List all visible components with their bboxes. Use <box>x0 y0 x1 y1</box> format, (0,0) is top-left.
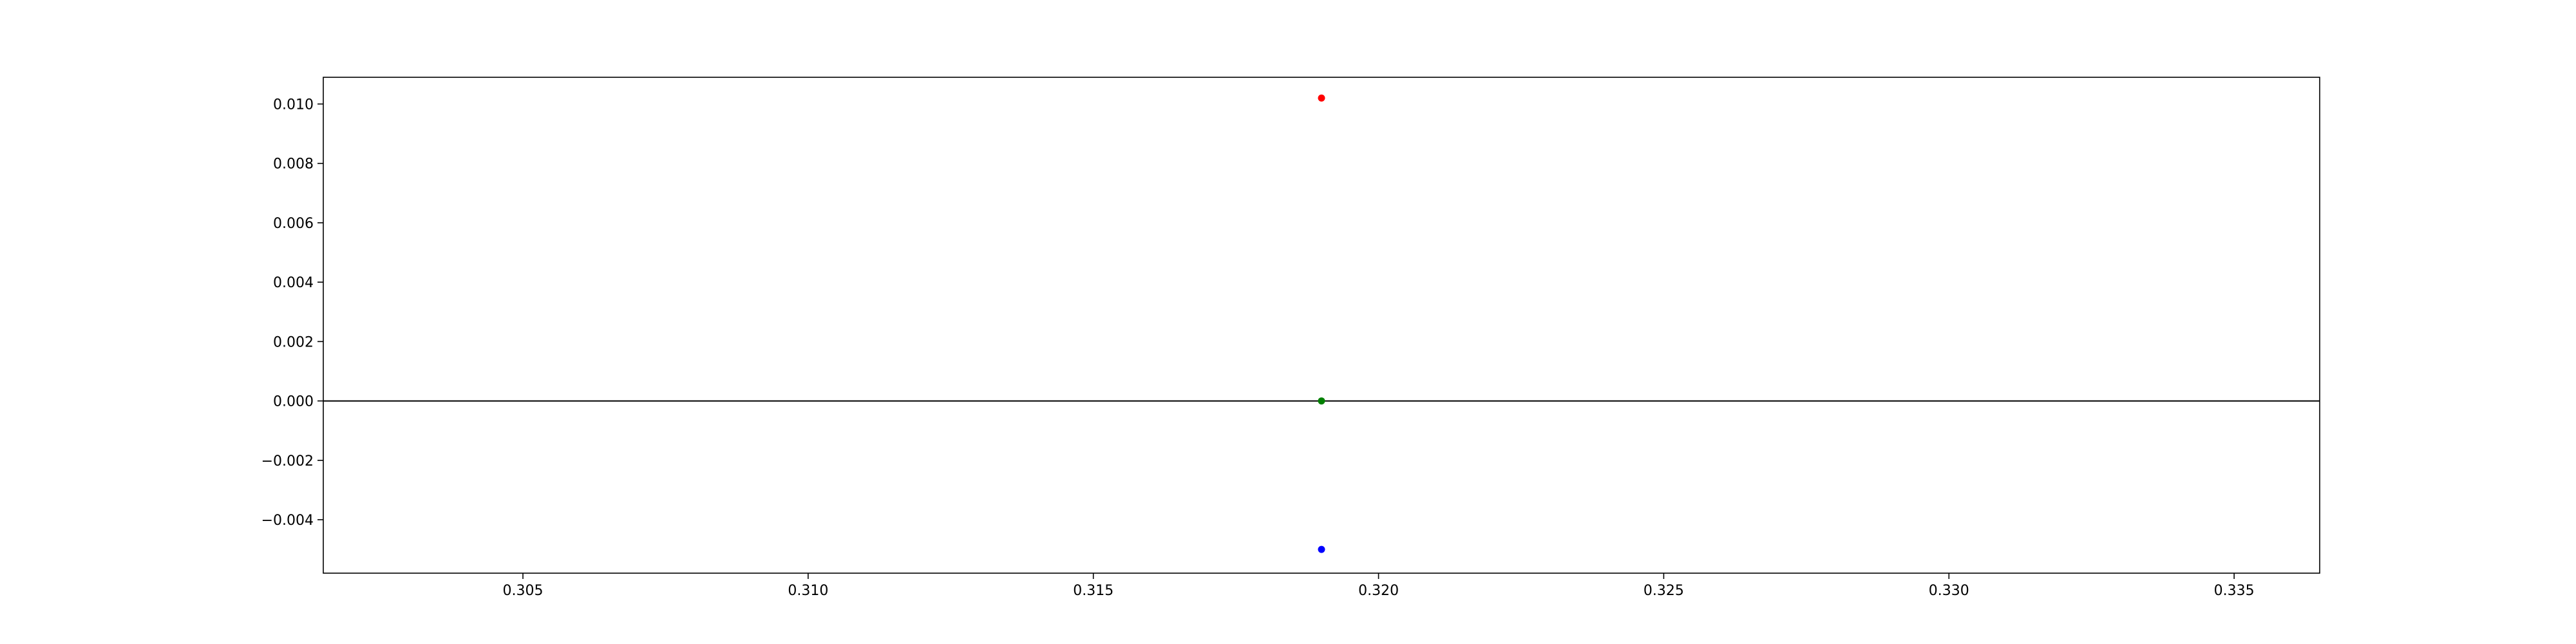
data-point-3 <box>1318 545 1325 553</box>
plot-area: 0.305 0.310 0.315 0.320 0.325 0.330 0.335 −0.00… <box>261 77 2320 599</box>
x-tick-label: 0.325 <box>1643 583 1684 599</box>
y-tick-label: −0.002 <box>261 453 314 469</box>
y-tick-label: 0.002 <box>273 334 314 350</box>
x-tick-label: 0.310 <box>788 583 828 599</box>
axes-frame <box>323 77 2320 574</box>
x-tick-label: 0.315 <box>1073 583 1113 599</box>
x-tick-label: 0.330 <box>1929 583 1969 599</box>
y-tick-label: 0.008 <box>273 156 314 173</box>
data-point-1 <box>1318 94 1325 102</box>
data-point-2 <box>1318 397 1325 405</box>
y-tick-label: 0.000 <box>273 394 314 410</box>
y-tick-label: 0.010 <box>273 97 314 113</box>
y-tick-label: 0.006 <box>273 216 314 232</box>
y-tick-label: −0.004 <box>261 513 314 529</box>
x-tick-label: 0.335 <box>2214 583 2255 599</box>
x-tick-label: 0.320 <box>1358 583 1399 599</box>
x-tick-label: 0.305 <box>503 583 544 599</box>
y-tick-label: 0.004 <box>273 275 314 291</box>
